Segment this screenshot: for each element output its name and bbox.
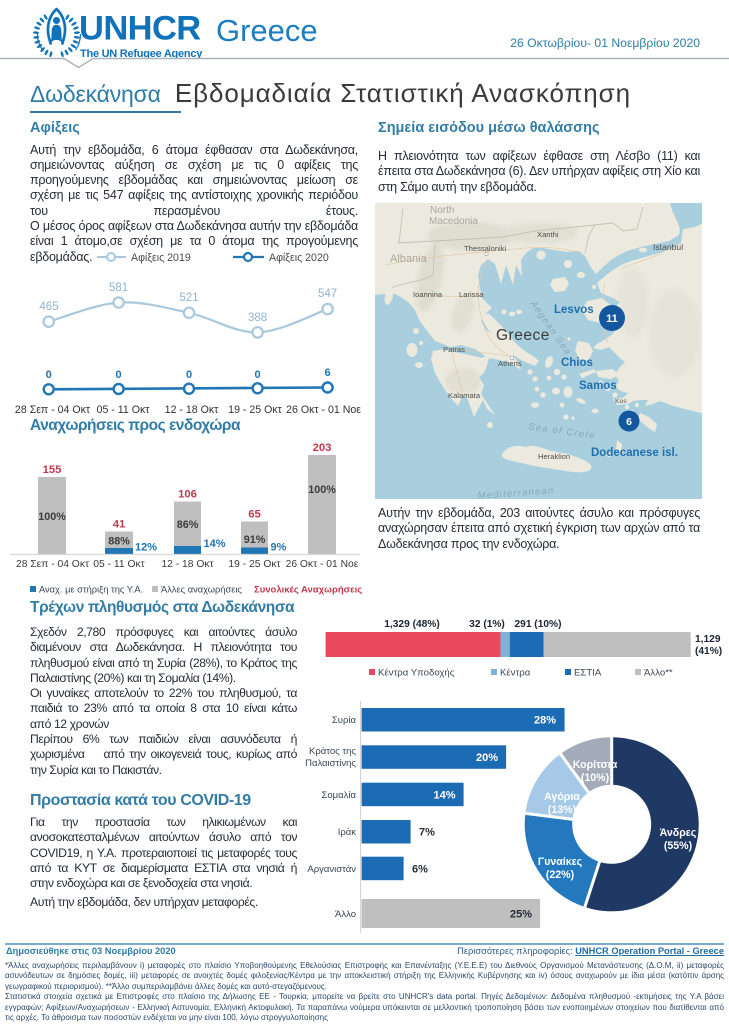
svg-text:9%: 9% [271,542,287,554]
svg-text:Άλλο**: Άλλο** [644,668,673,679]
svg-text:0: 0 [46,369,52,381]
svg-text:7%: 7% [419,827,435,839]
svg-text:291 (10%): 291 (10%) [514,619,561,630]
svg-text:Dodecanese isl.: Dodecanese isl. [591,447,678,459]
svg-text:12%: 12% [135,542,157,554]
svg-text:100%: 100% [308,484,336,496]
svg-text:Chios: Chios [561,357,593,369]
svg-text:Αφίξεις 2019: Αφίξεις 2019 [131,252,191,264]
svg-text:1,129: 1,129 [695,634,721,645]
svg-text:Ιράκ: Ιράκ [338,827,357,838]
svg-text:Heraklion: Heraklion [538,452,570,461]
svg-text:ΕΣΤΙΑ: ΕΣΤΙΑ [574,668,602,679]
svg-text:Lesvos: Lesvos [554,304,594,316]
svg-text:Αργανιστάν: Αργανιστάν [307,864,356,875]
svg-text:Σομαλία: Σομαλία [322,790,357,801]
svg-text:Greece: Greece [496,327,550,344]
svg-text:26 Οκτ - 01 Νοε: 26 Οκτ - 01 Νοε [286,404,361,416]
svg-text:05 - 11 Οκτ: 05 - 11 Οκτ [93,559,144,570]
svg-text:Κέντρα: Κέντρα [500,668,531,679]
svg-text:100%: 100% [38,511,66,523]
svg-text:(13%): (13%) [548,804,576,816]
svg-text:6: 6 [626,416,632,428]
svg-text:19 - 25 Οκτ: 19 - 25 Οκτ [228,559,280,570]
svg-text:Αγόρια: Αγόρια [544,791,580,803]
svg-text:05 - 11 Οκτ: 05 - 11 Οκτ [97,404,151,416]
svg-text:North: North [430,205,454,216]
svg-text:Xanthi: Xanthi [537,230,559,239]
svg-text:Mediterranean: Mediterranean [477,485,554,499]
svg-text:Kos: Kos [615,398,627,405]
svg-text:14%: 14% [433,789,455,801]
svg-text:88%: 88% [108,536,130,548]
svg-text:Kalamata: Kalamata [448,391,481,400]
svg-text:Samos: Samos [579,380,617,392]
svg-text:12 - 18 Οκτ: 12 - 18 Οκτ [165,404,219,416]
svg-text:Patras: Patras [443,345,465,354]
svg-text:155: 155 [43,464,62,476]
svg-text:Albania: Albania [390,253,428,265]
svg-text:28%: 28% [534,715,556,727]
svg-text:26 Οκτ - 01 Νοε: 26 Οκτ - 01 Νοε [286,559,359,570]
svg-text:11: 11 [606,313,618,325]
svg-text:Κορίτσια: Κορίτσια [573,759,618,771]
svg-text:20%: 20% [476,752,498,764]
svg-text:547: 547 [318,288,337,300]
svg-text:25%: 25% [510,909,532,921]
svg-text:521: 521 [179,292,198,304]
svg-text:12 - 18 Οκτ: 12 - 18 Οκτ [161,559,213,570]
svg-text:Κράτος της: Κράτος της [309,746,356,757]
svg-text:Αφίξεις 2020: Αφίξεις 2020 [269,252,329,264]
svg-text:28 Σεπ - 04 Οκτ: 28 Σεπ - 04 Οκτ [16,559,89,570]
svg-text:The UN Refugee Agency: The UN Refugee Agency [80,48,203,59]
svg-text:19 - 25 Οκτ: 19 - 25 Οκτ [228,404,282,416]
svg-text:Παλαιστίνης: Παλαιστίνης [305,758,356,769]
svg-text:UNHCR: UNHCR [79,10,201,48]
svg-text:0: 0 [255,369,261,381]
svg-text:41: 41 [113,519,126,531]
svg-text:Συρία: Συρία [332,715,357,726]
svg-text:0: 0 [186,369,192,381]
svg-text:Istanbul: Istanbul [653,242,683,252]
svg-text:0: 0 [116,369,122,381]
svg-text:Κέντρα Υποδοχής: Κέντρα Υποδοχής [378,668,455,679]
svg-text:91%: 91% [244,534,266,546]
svg-text:Ioannina: Ioannina [413,290,443,299]
svg-text:1,329 (48%): 1,329 (48%) [384,619,440,630]
svg-text:(55%): (55%) [664,840,692,852]
svg-text:32 (1%): 32 (1%) [469,619,505,630]
svg-text:Macedonia: Macedonia [429,216,478,227]
svg-text:14%: 14% [204,538,226,550]
svg-text:6%: 6% [412,863,428,875]
svg-text:Άλλες αναχωρήσεις: Άλλες αναχωρήσεις [161,585,242,595]
svg-text:203: 203 [313,442,332,454]
svg-text:6: 6 [325,367,331,379]
svg-text:Athens: Athens [498,359,522,368]
svg-text:Συνολικές Αναχωρήσεις: Συνολικές Αναχωρήσεις [254,585,362,596]
svg-text:28 Σεπ - 04 Οκτ: 28 Σεπ - 04 Οκτ [15,404,91,416]
svg-text:(41%): (41%) [695,646,722,657]
svg-text:581: 581 [109,282,128,294]
svg-text:65: 65 [248,509,261,521]
svg-text:Αναχ. με στήριξη της Υ.Α.: Αναχ. με στήριξη της Υ.Α. [39,585,143,595]
svg-text:Thessaloniki: Thessaloniki [464,244,507,253]
svg-text:Γυναίκες: Γυναίκες [538,856,583,868]
svg-text:86%: 86% [177,519,199,531]
svg-text:465: 465 [39,301,58,313]
svg-text:388: 388 [248,312,267,324]
svg-text:Άλλο: Άλλο [335,909,356,920]
svg-text:(10%): (10%) [581,772,609,784]
svg-text:Larissa: Larissa [459,290,484,299]
svg-text:Άνδρες: Άνδρες [660,827,697,839]
svg-text:(22%): (22%) [546,869,574,881]
svg-text:106: 106 [178,489,197,501]
